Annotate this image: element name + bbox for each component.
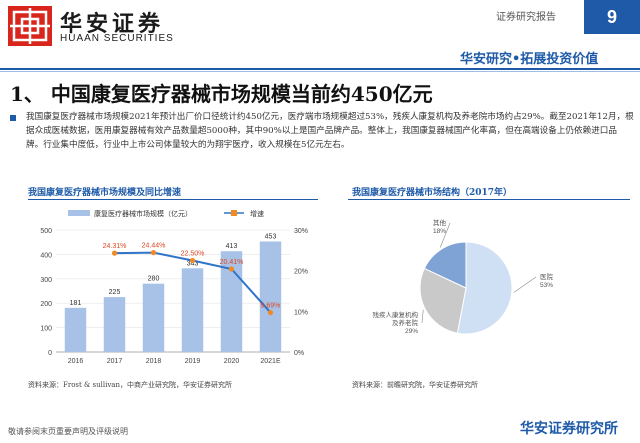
logo-name-cn: 华安证券 (60, 11, 165, 37)
y-left-tick-label: 0 (48, 350, 52, 357)
legend-bar-label: 康复医疗器械市场规模（亿元） (94, 209, 192, 218)
right-chart-source: 资料来源：前瞻研究院，华安证券研究所 (352, 381, 478, 389)
legend-line-marker (231, 210, 237, 216)
pie-slice (423, 241, 467, 289)
growth-point (150, 250, 157, 256)
pie-leader-line (513, 276, 537, 293)
pie-leader-line (440, 222, 451, 248)
growth-value-label: 20.41% (220, 259, 244, 266)
legend-line-label: 增速 (250, 209, 264, 218)
left-chart-source: 资料来源：Frost & sullivan，中商产业研究院，华安证券研究所 (28, 381, 232, 389)
x-tick-label: 2021E (260, 358, 281, 365)
huaan-logo-mark (8, 6, 52, 46)
growth-point (267, 309, 274, 316)
y-left-tick-label: 100 (40, 326, 52, 333)
right-chart-title-rule (348, 199, 630, 200)
page-title: 1、 中国康复医疗器械市场规模当前约450亿元 (10, 82, 433, 106)
bar-value-label: 225 (109, 289, 121, 296)
pie-slice (456, 241, 513, 335)
bar-value-label: 413 (226, 243, 238, 250)
y-right-tick-label: 20% (294, 269, 308, 276)
right-chart-title: 我国康复医疗器械市场结构（2017年） (352, 188, 513, 198)
growth-value-label: 24.31% (103, 243, 127, 250)
bar-value-label: 343 (187, 260, 199, 267)
x-tick-label: 2019 (185, 358, 201, 365)
left-chart-title: 我国康复医疗器械市场规模及同比增速 (28, 188, 182, 198)
pie-slice-label: 其他 (433, 218, 447, 227)
y-left-tick-label: 400 (40, 252, 52, 259)
pie-leader-line (421, 309, 424, 324)
growth-value-label: 24.44% (142, 243, 166, 250)
x-tick-label: 2018 (146, 358, 162, 365)
pie-slice (419, 267, 467, 334)
header-divider (0, 68, 640, 70)
bar-value-label: 453 (265, 233, 277, 240)
report-type-label: 证券研究报告 (496, 12, 556, 23)
pie-slice-label: 医院 (540, 272, 554, 281)
y-left-tick-label: 300 (40, 277, 52, 284)
market-size-bar (64, 307, 87, 352)
growth-value-label: 9.69% (261, 303, 281, 310)
logo-name-en: HUAAN SECURITIES (60, 33, 174, 44)
pie-slice-label: 残疾人康复机构 (373, 310, 419, 319)
x-tick-label: 2017 (107, 358, 123, 365)
market-size-bar (103, 297, 126, 352)
footer-brand: 华安证券研究所 (520, 421, 618, 437)
y-left-tick-label: 200 (40, 301, 52, 308)
growth-point (228, 266, 235, 272)
header-divider-thin (0, 71, 640, 72)
footer-disclaimer: 敬请参阅末页重要声明及评级说明 (8, 427, 128, 436)
market-size-bar (142, 283, 165, 352)
growth-point (189, 257, 196, 264)
y-right-tick-label: 0% (294, 350, 304, 357)
bar-value-label: 280 (148, 276, 160, 283)
x-tick-label: 2020 (224, 358, 240, 365)
market-size-bar (259, 241, 282, 352)
growth-value-label: 22.50% (181, 251, 205, 258)
header-slogan: 华安研究•拓展投资价值 (460, 52, 599, 67)
y-right-tick-label: 10% (294, 309, 308, 316)
bar-value-label: 181 (70, 300, 82, 307)
y-left-tick-label: 500 (40, 228, 52, 235)
pie-slice-value: 18% (433, 228, 446, 235)
market-size-bar (181, 268, 204, 352)
y-right-tick-label: 30% (294, 228, 308, 235)
x-tick-label: 2016 (68, 358, 84, 365)
pie-slice-value: 29% (405, 328, 418, 335)
page-number: 9 (584, 0, 640, 34)
legend-bar-swatch (68, 210, 90, 216)
growth-point (111, 250, 118, 256)
pie-slice-value: 53% (540, 282, 553, 289)
left-chart-title-rule (28, 199, 318, 200)
pie-slice-label-cont: 及养老院 (392, 318, 419, 327)
bullet-marker (10, 115, 16, 121)
body-paragraph: 我国康复医疗器械市场规模2021年预计出厂价口径统计约450亿元，医疗端市场规模… (26, 112, 634, 150)
market-size-chart: 0 100 200 300 400 500 0% 10% 20% 30% 2016 2017 2018 2… (40, 209, 308, 365)
